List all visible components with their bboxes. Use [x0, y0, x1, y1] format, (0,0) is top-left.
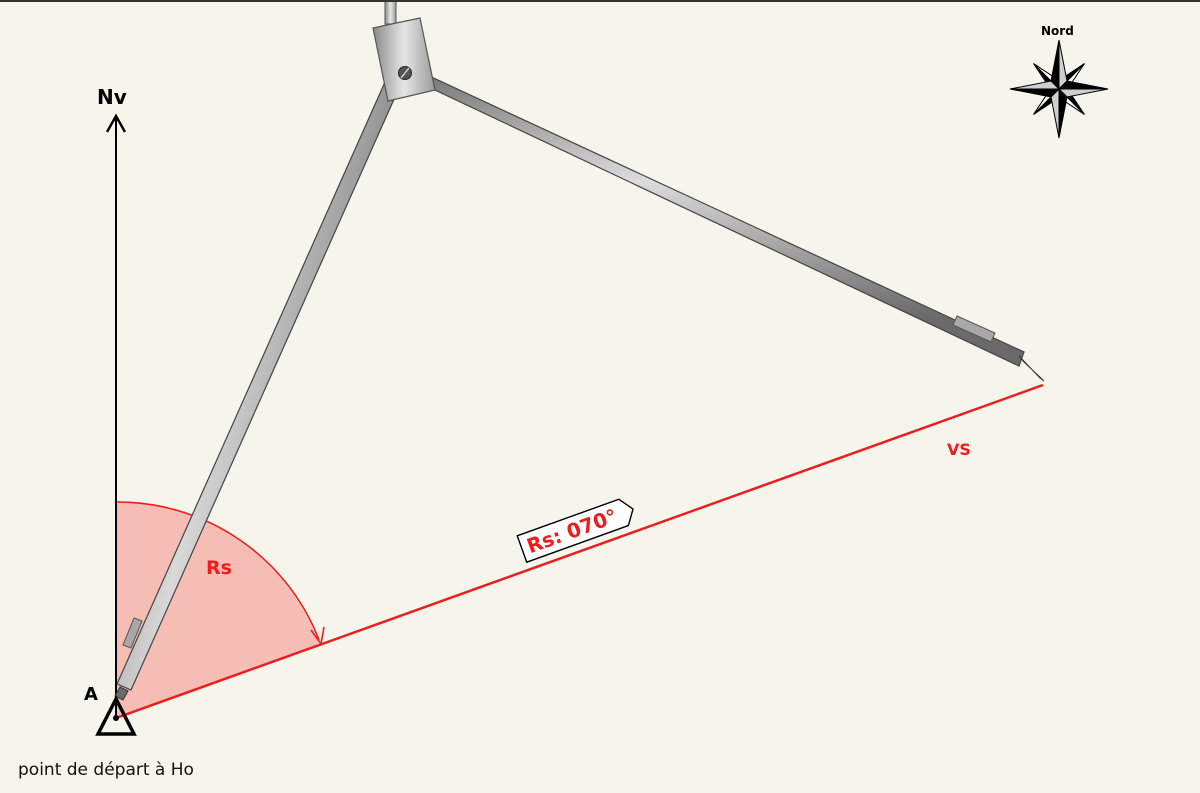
- north-arrowhead: [105, 113, 127, 133]
- divider-top-stub: [384, 0, 397, 25]
- compass-label: Nord: [1041, 24, 1074, 38]
- divider-right-leg: [410, 66, 1045, 382]
- start-point-marker: [95, 695, 137, 736]
- route-label-text: Rs: 070°: [524, 504, 621, 558]
- point-label: A: [84, 684, 98, 705]
- divider-hinge: [372, 17, 436, 102]
- angle-sector: [116, 502, 319, 718]
- compass-rose-icon: [1009, 39, 1109, 139]
- top-border: [0, 0, 1200, 2]
- vector-label: VS: [947, 440, 971, 459]
- route-line: [115, 383, 1044, 720]
- angle-arc: [115, 501, 320, 641]
- caption: point de départ à Ho: [18, 760, 194, 780]
- angle-label: Rs: [206, 557, 232, 579]
- north-label: Nv: [97, 85, 127, 109]
